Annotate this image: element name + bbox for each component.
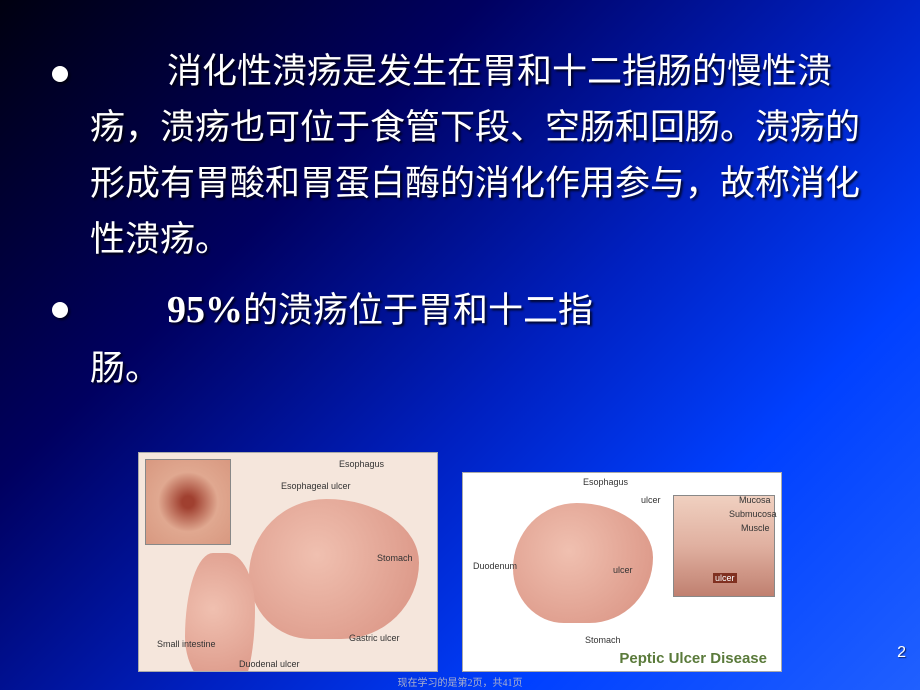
label-submucosa-r: Submucosa [729,509,777,519]
label-stomach-l: Stomach [377,553,413,563]
label-stomach-r: Stomach [585,635,621,645]
stomach-shape [249,499,419,639]
label-ulcer-r1: ulcer [641,495,661,505]
footer-note: 现在学习的是第2页，共41页 [398,674,523,689]
figure-peptic-ulcer-disease: Esophagus ulcer Mucosa Submucosa Muscle … [462,472,782,672]
figure-title-right: Peptic Ulcer Disease [619,650,767,667]
stomach-shape-r [513,503,653,623]
bullet-2-line2-row: 肠。 [90,341,860,397]
label-esoph-ulcer-l: Esophageal ulcer [281,481,351,491]
bullet-list: 消化性溃疡是发生在胃和十二指肠的慢性溃疡，溃疡也可位于食管下段、空肠和回肠。溃疡… [80,44,860,397]
label-duodenum-r: Duodenum [473,561,517,571]
label-ulcer-r2: ulcer [613,565,633,575]
label-esophagus-l: Esophagus [339,459,384,469]
ulcer-inset-thumbnail [145,459,231,545]
label-mucosa-r: Mucosa [739,495,771,505]
page-number: 2 [897,644,906,662]
label-duod-ulcer-l: Duodenal ulcer [239,659,300,669]
bullet-2-line2: 肠。 [90,341,160,397]
label-ulcer-r3: ulcer [713,573,737,583]
label-small-int-l: Small intestine [157,639,216,649]
bullet-item-2: 95%的溃疡位于胃和十二指 肠。 [80,280,860,397]
slide: 消化性溃疡是发生在胃和十二指肠的慢性溃疡，溃疡也可位于食管下段、空肠和回肠。溃疡… [0,0,920,690]
bullet-1-text: 消化性溃疡是发生在胃和十二指肠的慢性溃疡，溃疡也可位于食管下段、空肠和回肠。溃疡… [90,52,860,259]
label-gastric-ulcer-l: Gastric ulcer [349,633,400,643]
label-muscle-r: Muscle [741,523,770,533]
figure-stomach-ulcers: Esophagus Esophageal ulcer Stomach Gastr… [138,452,438,672]
bullet-2-line1: 95%的溃疡位于胃和十二指 [90,280,860,341]
bullet-item-1: 消化性溃疡是发生在胃和十二指肠的慢性溃疡，溃疡也可位于食管下段、空肠和回肠。溃疡… [80,44,860,268]
content-area: 消化性溃疡是发生在胃和十二指肠的慢性溃疡，溃疡也可位于食管下段、空肠和回肠。溃疡… [0,0,920,397]
duodenum-shape [185,553,255,672]
label-esophagus-r: Esophagus [583,477,628,487]
images-row: Esophagus Esophageal ulcer Stomach Gastr… [0,452,920,672]
bullet-2-after-stat: 的溃疡位于胃和十二指 [243,291,593,330]
stat-95: 95% [167,289,243,331]
